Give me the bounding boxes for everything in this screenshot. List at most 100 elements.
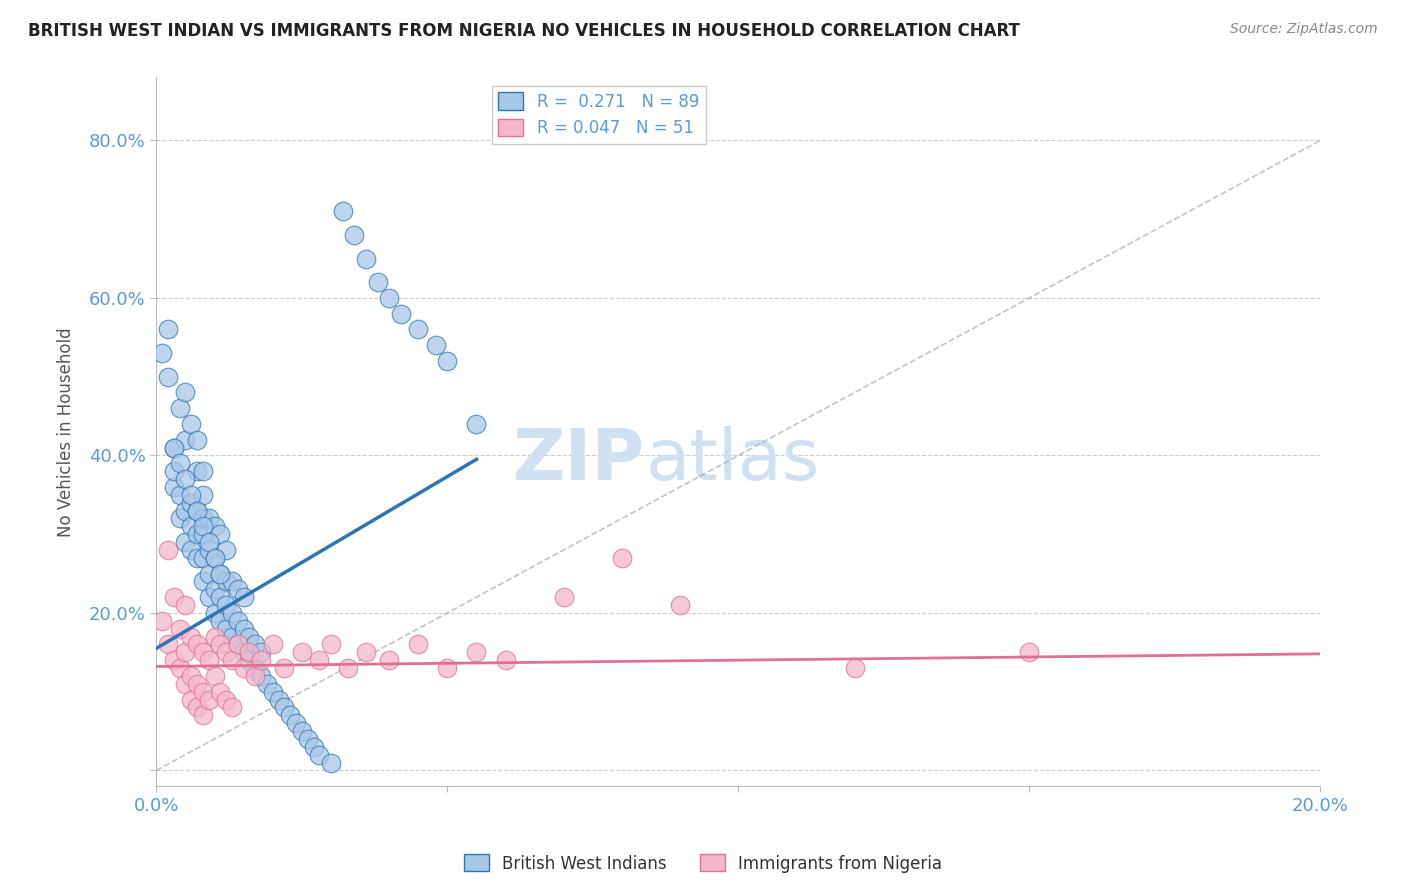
Point bbox=[226, 582, 249, 597]
Point bbox=[232, 622, 254, 636]
Point bbox=[297, 731, 319, 746]
Point bbox=[191, 511, 214, 525]
Point bbox=[209, 566, 232, 581]
Point bbox=[267, 692, 290, 706]
Point bbox=[204, 550, 226, 565]
Point bbox=[245, 669, 267, 683]
Point bbox=[191, 488, 214, 502]
Point bbox=[150, 614, 173, 628]
Point bbox=[553, 590, 575, 604]
Point bbox=[215, 598, 238, 612]
Point bbox=[215, 574, 238, 589]
Point bbox=[238, 645, 260, 659]
Point bbox=[197, 566, 219, 581]
Point bbox=[156, 542, 179, 557]
Point bbox=[465, 645, 488, 659]
Point bbox=[278, 708, 301, 723]
Point bbox=[169, 511, 191, 525]
Point bbox=[245, 661, 267, 675]
Point bbox=[204, 550, 226, 565]
Point bbox=[197, 542, 219, 557]
Point bbox=[169, 456, 191, 470]
Point bbox=[319, 756, 342, 770]
Point bbox=[180, 630, 202, 644]
Point bbox=[291, 645, 314, 659]
Point bbox=[226, 614, 249, 628]
Point bbox=[226, 637, 249, 651]
Point bbox=[215, 622, 238, 636]
Point bbox=[150, 346, 173, 360]
Point bbox=[250, 653, 273, 667]
Point bbox=[669, 598, 692, 612]
Point bbox=[191, 519, 214, 533]
Point bbox=[436, 661, 458, 675]
Point bbox=[436, 354, 458, 368]
Point bbox=[232, 645, 254, 659]
Point bbox=[209, 527, 232, 541]
Point bbox=[250, 669, 273, 683]
Point bbox=[174, 433, 197, 447]
Point bbox=[337, 661, 360, 675]
Point bbox=[465, 417, 488, 431]
Text: atlas: atlas bbox=[645, 425, 820, 495]
Point bbox=[238, 630, 260, 644]
Point bbox=[215, 692, 238, 706]
Point bbox=[221, 653, 243, 667]
Point bbox=[273, 700, 295, 714]
Point bbox=[215, 542, 238, 557]
Point bbox=[180, 488, 202, 502]
Point bbox=[204, 582, 226, 597]
Point bbox=[367, 275, 389, 289]
Point bbox=[245, 637, 267, 651]
Point bbox=[197, 511, 219, 525]
Point bbox=[191, 550, 214, 565]
Point bbox=[156, 369, 179, 384]
Point bbox=[163, 441, 186, 455]
Point bbox=[610, 550, 633, 565]
Point bbox=[169, 488, 191, 502]
Point bbox=[495, 653, 517, 667]
Point bbox=[319, 637, 342, 651]
Point bbox=[221, 700, 243, 714]
Point bbox=[197, 590, 219, 604]
Point bbox=[174, 598, 197, 612]
Text: BRITISH WEST INDIAN VS IMMIGRANTS FROM NIGERIA NO VEHICLES IN HOUSEHOLD CORRELAT: BRITISH WEST INDIAN VS IMMIGRANTS FROM N… bbox=[28, 22, 1019, 40]
Point bbox=[197, 653, 219, 667]
Point bbox=[378, 291, 401, 305]
Point bbox=[209, 566, 232, 581]
Point bbox=[204, 519, 226, 533]
Point bbox=[169, 661, 191, 675]
Point bbox=[844, 661, 866, 675]
Point bbox=[169, 401, 191, 416]
Point bbox=[186, 677, 208, 691]
Point bbox=[180, 496, 202, 510]
Point bbox=[180, 542, 202, 557]
Point bbox=[389, 307, 412, 321]
Point bbox=[273, 661, 295, 675]
Point bbox=[354, 252, 377, 266]
Point bbox=[232, 590, 254, 604]
Point bbox=[354, 645, 377, 659]
Point bbox=[332, 204, 354, 219]
Point bbox=[232, 661, 254, 675]
Point bbox=[378, 653, 401, 667]
Point bbox=[186, 503, 208, 517]
Point bbox=[163, 441, 186, 455]
Point bbox=[215, 645, 238, 659]
Point bbox=[163, 480, 186, 494]
Point bbox=[221, 630, 243, 644]
Point bbox=[221, 574, 243, 589]
Point bbox=[174, 677, 197, 691]
Point bbox=[180, 519, 202, 533]
Point bbox=[238, 653, 260, 667]
Point bbox=[226, 637, 249, 651]
Point bbox=[197, 535, 219, 549]
Point bbox=[169, 622, 191, 636]
Point bbox=[250, 645, 273, 659]
Point bbox=[186, 464, 208, 478]
Point bbox=[343, 227, 366, 242]
Point bbox=[174, 645, 197, 659]
Point bbox=[186, 527, 208, 541]
Point bbox=[406, 637, 429, 651]
Legend: British West Indians, Immigrants from Nigeria: British West Indians, Immigrants from Ni… bbox=[457, 847, 949, 880]
